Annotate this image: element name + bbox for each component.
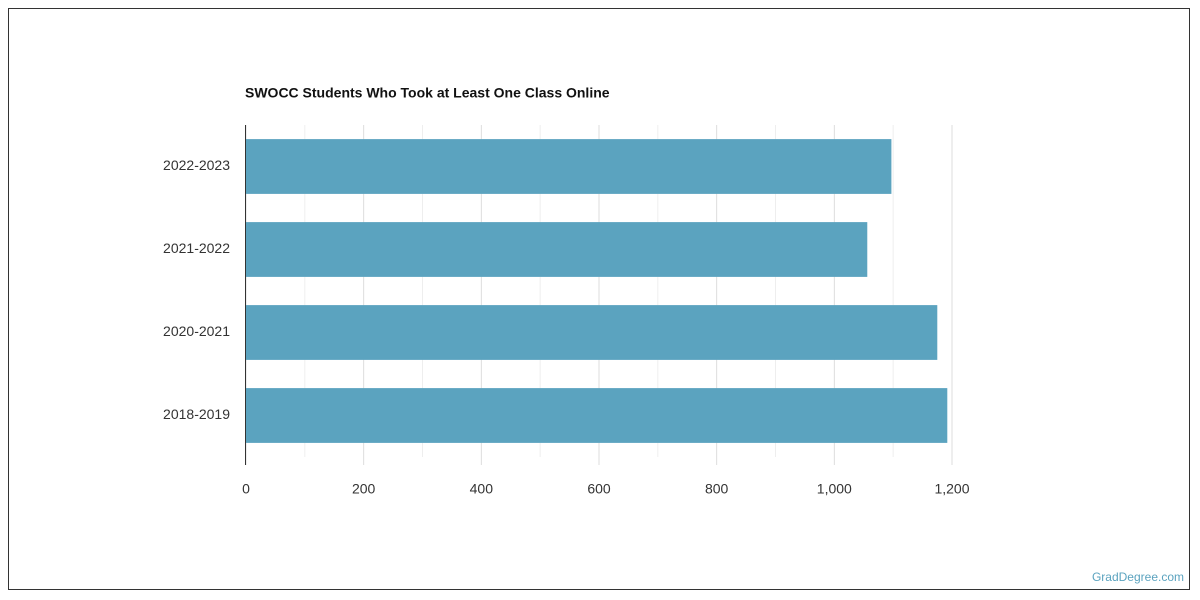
- y-tick-label: 2020-2021: [163, 323, 230, 339]
- x-tick-label: 400: [470, 481, 494, 497]
- source[interactable]: GradDegree.com: [1092, 570, 1184, 584]
- y-tick-label: 2022-2023: [163, 157, 230, 173]
- bar: [246, 222, 868, 277]
- bar: [246, 139, 892, 194]
- y-tick-label: 2018-2019: [163, 406, 230, 422]
- x-tick-label: 1,200: [934, 481, 969, 497]
- chart-title: SWOCC Students Who Took at Least One Cla…: [245, 85, 610, 101]
- y-tick-label: 2021-2022: [163, 240, 230, 256]
- x-tick-label: 1,000: [817, 481, 852, 497]
- bar: [246, 305, 938, 360]
- x-tick-label: 200: [352, 481, 376, 497]
- x-tick-label: 800: [705, 481, 729, 497]
- x-tick-label: 600: [587, 481, 611, 497]
- bar: [246, 388, 948, 443]
- x-tick-label: 0: [242, 481, 250, 497]
